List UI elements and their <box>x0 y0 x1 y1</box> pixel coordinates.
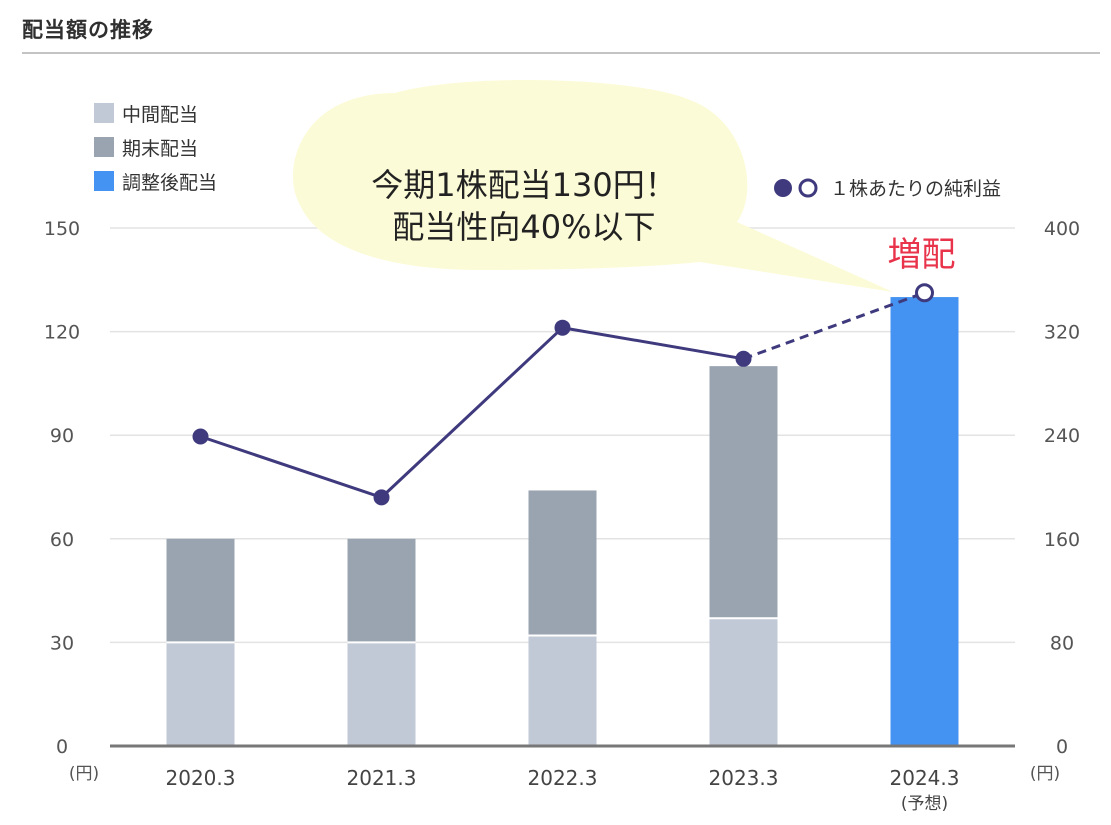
y-left-unit: (円) <box>69 764 99 784</box>
bar-segment <box>890 297 959 746</box>
legend-marker-hollow <box>798 178 818 198</box>
legend-marker-filled <box>774 179 792 197</box>
legend-label: 中間配当 <box>122 104 198 126</box>
x-tick-label: 2022.3 <box>528 766 598 790</box>
y-right-unit: (円) <box>1030 764 1060 784</box>
x-tick-label: 2023.3 <box>709 766 779 790</box>
bar-segment <box>709 366 778 619</box>
eps-point <box>554 319 571 336</box>
bar-segment <box>347 538 416 643</box>
legend-label: 調整後配当 <box>122 172 217 194</box>
y-right-tick-label: 0 <box>1056 736 1068 758</box>
legend-label: 期末配当 <box>122 138 198 160</box>
title-divider <box>22 52 1100 54</box>
axes: 0 30 60 90 120 150 0 80 160 240 320 400 (円) (円) 2020.3… <box>44 218 1080 814</box>
y-left-tick-label: 60 <box>50 529 74 551</box>
legend-swatch <box>94 137 114 157</box>
annotation-zohai: 増配 <box>888 235 956 275</box>
callout-bubble: 今期1株配当130円！ 配当性向40%以下 <box>292 80 893 292</box>
legend-swatch <box>94 103 114 123</box>
y-right-tick-label: 240 <box>1044 425 1080 447</box>
y-right-tick-label: 160 <box>1044 529 1080 551</box>
eps-line-forecast <box>742 291 926 361</box>
y-left-tick-label: 90 <box>50 425 74 447</box>
eps-point <box>735 350 752 367</box>
eps-line: 増配 <box>192 235 956 506</box>
y-left-tick-label: 30 <box>50 632 74 654</box>
bar-segment <box>166 538 235 643</box>
y-left-tick-label: 0 <box>56 736 68 758</box>
y-right-tick-label: 80 <box>1050 632 1074 654</box>
x-tick-label: 2024.3 <box>890 766 960 790</box>
eps-line-actual <box>200 326 744 500</box>
eps-point <box>373 489 390 506</box>
bar-segment <box>709 618 778 746</box>
y-right-tick-label: 400 <box>1044 218 1080 240</box>
y-left-tick-label: 120 <box>44 322 80 344</box>
eps-point-forecast <box>915 283 934 303</box>
bar-segment <box>528 490 597 636</box>
callout-text-line: 配当性向40%以下 <box>392 208 655 246</box>
legend-swatch <box>94 171 114 191</box>
bars <box>166 297 959 746</box>
y-right-tick-label: 320 <box>1044 322 1080 344</box>
x-tick-label: 2020.3 <box>166 766 236 790</box>
eps-point <box>192 428 209 445</box>
bar-segment <box>347 642 416 746</box>
x-tick-label: 2021.3 <box>347 766 417 790</box>
y-left-tick-label: 150 <box>44 218 80 240</box>
callout-text-line: 今期1株配当130円！ <box>371 166 676 204</box>
x-tick-sublabel: (予想) <box>901 794 948 814</box>
bar-segment <box>528 635 597 746</box>
page-title: 配当額の推移 <box>22 18 154 42</box>
legend-label-eps: １株あたりの純利益 <box>830 178 1001 200</box>
callout-shape <box>292 80 893 292</box>
bar-segment <box>166 642 235 746</box>
